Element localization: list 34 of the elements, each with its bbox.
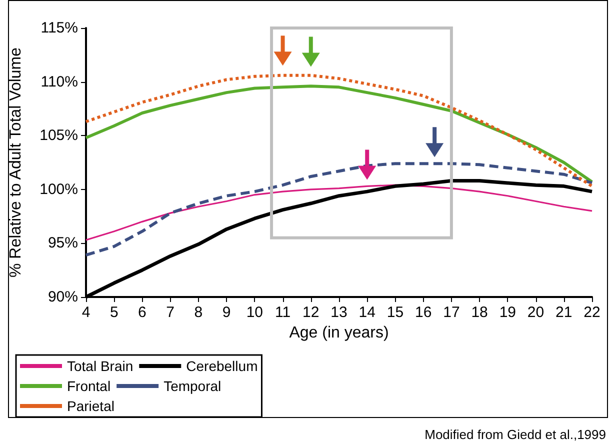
x-tick-label: 20	[527, 304, 544, 321]
x-axis-title: Age (in years)	[289, 324, 389, 342]
x-tick-label: 5	[110, 304, 118, 321]
x-tick-label: 11	[274, 304, 291, 321]
x-tick-label: 18	[471, 304, 488, 321]
y-tick-label: 90%	[48, 288, 78, 306]
x-tick-label: 13	[330, 304, 348, 321]
x-tick-label: 9	[222, 304, 231, 321]
x-tick-label: 22	[584, 304, 600, 321]
y-axis-title: % Relative to Adult Total Volume	[8, 47, 24, 278]
line-series	[85, 184, 593, 241]
y-tick-label: 110%	[40, 73, 78, 90]
y-tick-label: 105%	[40, 127, 78, 144]
x-tick-label: 6	[138, 304, 146, 321]
y-tick-label: 100%	[40, 180, 78, 198]
y-tick-label: 95%	[48, 234, 78, 252]
x-tick-label: 19	[499, 304, 516, 321]
legend-label: Frontal	[67, 378, 111, 394]
x-tick-label: 8	[194, 304, 203, 321]
text: Modified from Giedd et al.,1999	[424, 427, 606, 442]
legend-label: Temporal	[164, 378, 222, 394]
x-tick-label: 7	[166, 304, 175, 321]
x-tick-label: 16	[414, 304, 432, 321]
x-tick-label: 17	[443, 304, 460, 321]
x-tick-label: 4	[82, 304, 90, 321]
x-tick-label: 15	[386, 304, 404, 321]
legend-label: Total Brain	[67, 358, 134, 374]
x-tick-label: 10	[246, 304, 264, 321]
x-tick-label: 14	[358, 304, 376, 321]
x-tick-label: 12	[302, 304, 320, 321]
legend-label: Cerebellum	[186, 358, 258, 374]
y-tick-label: 115%	[40, 20, 78, 36]
x-tick-label: 21	[556, 304, 572, 321]
legend-label: Parietal	[67, 398, 114, 414]
